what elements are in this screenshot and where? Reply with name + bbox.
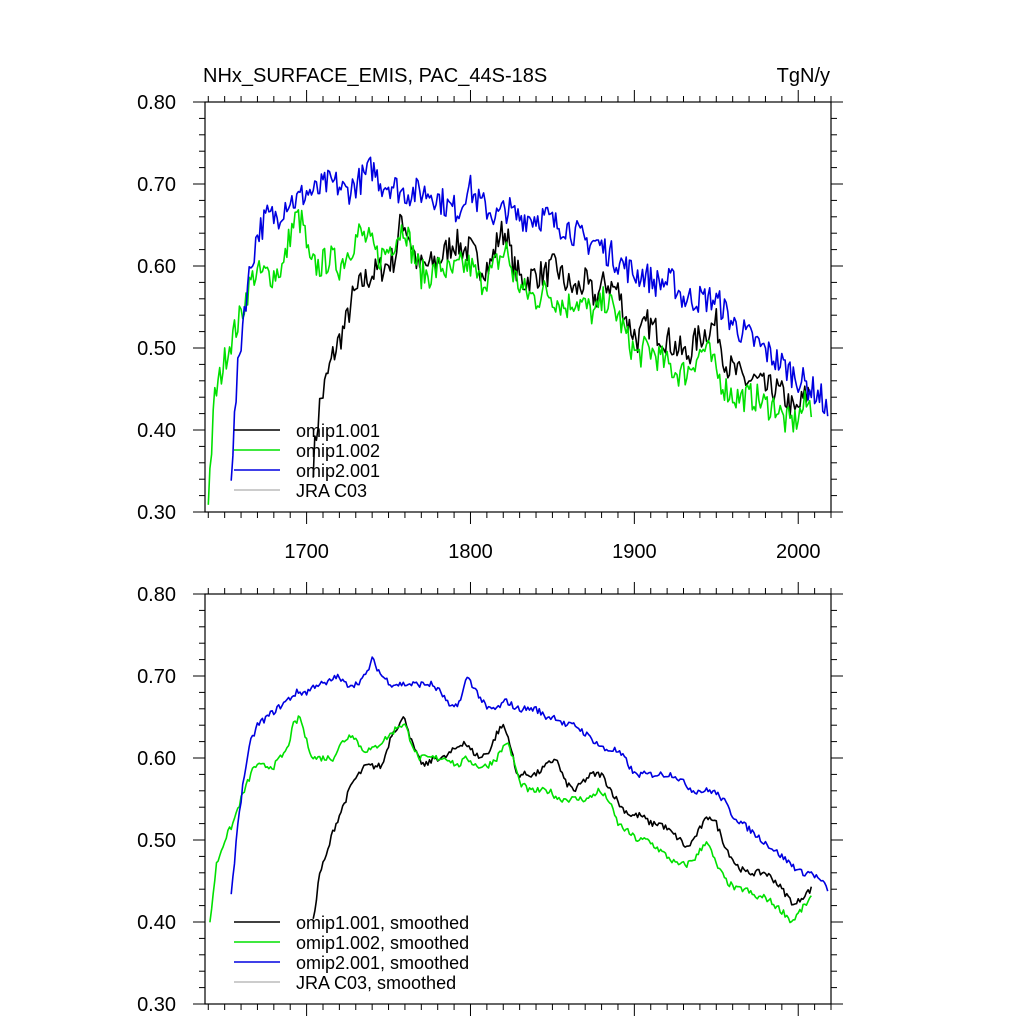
x-tick-label: 2000 [776, 541, 821, 563]
series-line-omip2-001 [230, 156, 829, 481]
legend-label: omip1.002, smoothed [296, 933, 469, 953]
bottom-panel: 0.30 0.40 0.50 0.60 0.70 0.80 omip1.001, smoot… [137, 582, 843, 1016]
y-tick-label: 0.80 [137, 584, 176, 606]
x-tick-label: 1800 [448, 541, 493, 563]
series-line-omip1-001 [312, 213, 812, 478]
y-tick-label: 0.50 [137, 338, 176, 360]
y-tick-label: 0.70 [137, 666, 176, 688]
legend-label: JRA C03 [296, 481, 367, 501]
x-tick-label: 1700 [284, 541, 329, 563]
plot-frame [204, 101, 832, 513]
x-tick-label: 1900 [612, 541, 657, 563]
legend-label: omip1.001, smoothed [296, 913, 469, 933]
plot-frame [204, 593, 832, 1005]
series-line-omip1-001-smoothed [312, 716, 813, 919]
series-line-omip2-001-smoothed [230, 656, 829, 895]
y-tick-label: 0.60 [137, 748, 176, 770]
series-line-omip1-002 [207, 209, 813, 505]
chart-title: NHx_SURFACE_EMIS, PAC_44S-18S [203, 65, 547, 87]
y-tick-label: 0.40 [137, 912, 176, 934]
y-tick-label: 0.40 [137, 420, 176, 442]
y-tick-label: 0.50 [137, 830, 176, 852]
y-tick-label: 0.30 [137, 502, 176, 524]
y-tick-label: 0.70 [137, 174, 176, 196]
legend-label: omip1.001 [296, 421, 380, 441]
series-line-omip1-002-smoothed [209, 715, 812, 924]
y-tick-label: 0.80 [137, 92, 176, 114]
y-tick-label: 0.30 [137, 994, 176, 1016]
y-tick-label: 0.60 [137, 256, 176, 278]
legend-label: omip2.001 [296, 461, 380, 481]
legend-label: omip1.002 [296, 441, 380, 461]
legend-label: omip2.001, smoothed [296, 953, 469, 973]
top-panel: NHx_SURFACE_EMIS, PAC_44S-18S TgN/y 1700… [137, 65, 843, 563]
units-label: TgN/y [777, 65, 830, 87]
legend-label: JRA C03, smoothed [296, 973, 456, 993]
